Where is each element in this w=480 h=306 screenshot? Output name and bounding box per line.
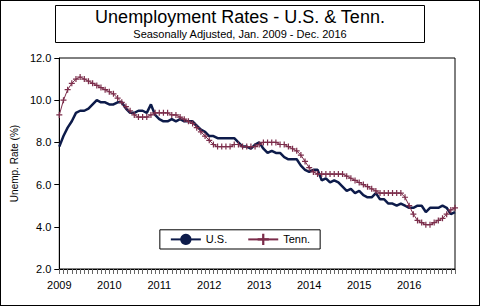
svg-text:Unemp. Rate (%): Unemp. Rate (%) — [9, 125, 20, 202]
svg-text:2013: 2013 — [247, 279, 271, 291]
svg-text:6.0: 6.0 — [36, 179, 51, 191]
svg-text:2009: 2009 — [47, 279, 71, 291]
svg-text:Tenn.: Tenn. — [283, 233, 310, 245]
svg-text:10.0: 10.0 — [30, 94, 51, 106]
svg-text:Unemployment Rates - U.S. & Te: Unemployment Rates - U.S. & Tenn. — [95, 7, 385, 27]
svg-text:2016: 2016 — [397, 279, 421, 291]
svg-text:12.0: 12.0 — [30, 52, 51, 64]
svg-text:2015: 2015 — [347, 279, 371, 291]
svg-text:2011: 2011 — [147, 279, 171, 291]
svg-text:8.0: 8.0 — [36, 136, 51, 148]
svg-text:2010: 2010 — [97, 279, 121, 291]
svg-text:Seasonally Adjusted, Jan. 2009: Seasonally Adjusted, Jan. 2009 - Dec. 20… — [133, 28, 346, 40]
svg-text:2.0: 2.0 — [36, 263, 51, 275]
svg-text:U.S.: U.S. — [206, 233, 227, 245]
svg-text:2012: 2012 — [197, 279, 221, 291]
svg-text:2014: 2014 — [297, 279, 321, 291]
svg-text:4.0: 4.0 — [36, 221, 51, 233]
